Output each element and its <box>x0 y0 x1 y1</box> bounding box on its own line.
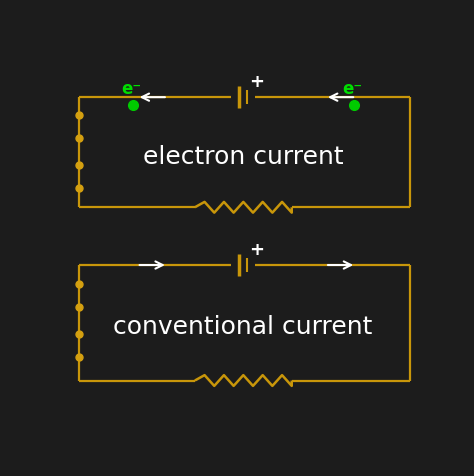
Text: +: + <box>249 73 264 91</box>
Text: e⁻: e⁻ <box>121 80 141 99</box>
Text: conventional current: conventional current <box>113 315 373 338</box>
Text: +: + <box>249 241 264 258</box>
Text: electron current: electron current <box>143 145 343 169</box>
Text: e⁻: e⁻ <box>342 80 362 99</box>
